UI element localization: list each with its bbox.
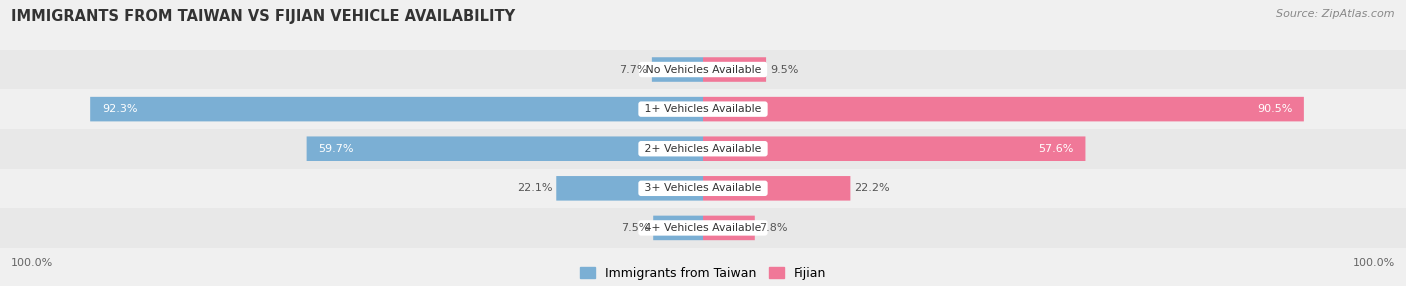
Text: 59.7%: 59.7%: [318, 144, 354, 154]
Text: 100.0%: 100.0%: [11, 258, 53, 268]
FancyBboxPatch shape: [557, 176, 703, 200]
FancyBboxPatch shape: [703, 57, 766, 82]
Text: 90.5%: 90.5%: [1257, 104, 1292, 114]
Text: 100.0%: 100.0%: [1353, 258, 1395, 268]
Text: 92.3%: 92.3%: [101, 104, 138, 114]
FancyBboxPatch shape: [652, 57, 703, 82]
FancyBboxPatch shape: [703, 176, 851, 200]
Text: 22.2%: 22.2%: [855, 183, 890, 193]
Text: IMMIGRANTS FROM TAIWAN VS FIJIAN VEHICLE AVAILABILITY: IMMIGRANTS FROM TAIWAN VS FIJIAN VEHICLE…: [11, 9, 516, 23]
Text: 22.1%: 22.1%: [517, 183, 553, 193]
Text: 2+ Vehicles Available: 2+ Vehicles Available: [641, 144, 765, 154]
FancyBboxPatch shape: [703, 136, 1085, 161]
Text: 7.8%: 7.8%: [759, 223, 787, 233]
Text: 7.5%: 7.5%: [621, 223, 650, 233]
FancyBboxPatch shape: [703, 97, 1303, 121]
Text: 57.6%: 57.6%: [1039, 144, 1074, 154]
Bar: [0, 89, 1406, 129]
Text: Source: ZipAtlas.com: Source: ZipAtlas.com: [1277, 9, 1395, 19]
Text: 3+ Vehicles Available: 3+ Vehicles Available: [641, 183, 765, 193]
Bar: [0, 168, 1406, 208]
FancyBboxPatch shape: [307, 136, 703, 161]
FancyBboxPatch shape: [90, 97, 703, 121]
Bar: [0, 208, 1406, 248]
Text: 1+ Vehicles Available: 1+ Vehicles Available: [641, 104, 765, 114]
Bar: [0, 50, 1406, 89]
Text: 4+ Vehicles Available: 4+ Vehicles Available: [641, 223, 765, 233]
Text: No Vehicles Available: No Vehicles Available: [641, 65, 765, 75]
FancyBboxPatch shape: [703, 216, 755, 240]
Text: 9.5%: 9.5%: [770, 65, 799, 75]
FancyBboxPatch shape: [654, 216, 703, 240]
Text: 7.7%: 7.7%: [620, 65, 648, 75]
Legend: Immigrants from Taiwan, Fijian: Immigrants from Taiwan, Fijian: [579, 267, 827, 280]
Bar: [0, 129, 1406, 168]
